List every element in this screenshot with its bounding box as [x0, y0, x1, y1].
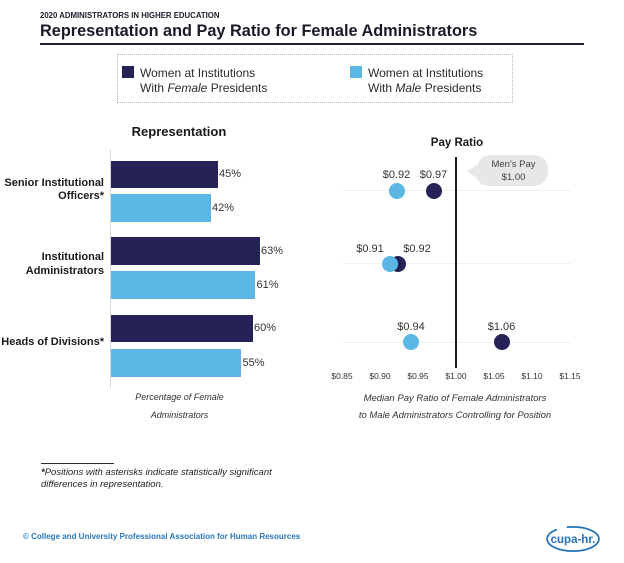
svg-text:cupa-hr.: cupa-hr.	[551, 534, 596, 546]
